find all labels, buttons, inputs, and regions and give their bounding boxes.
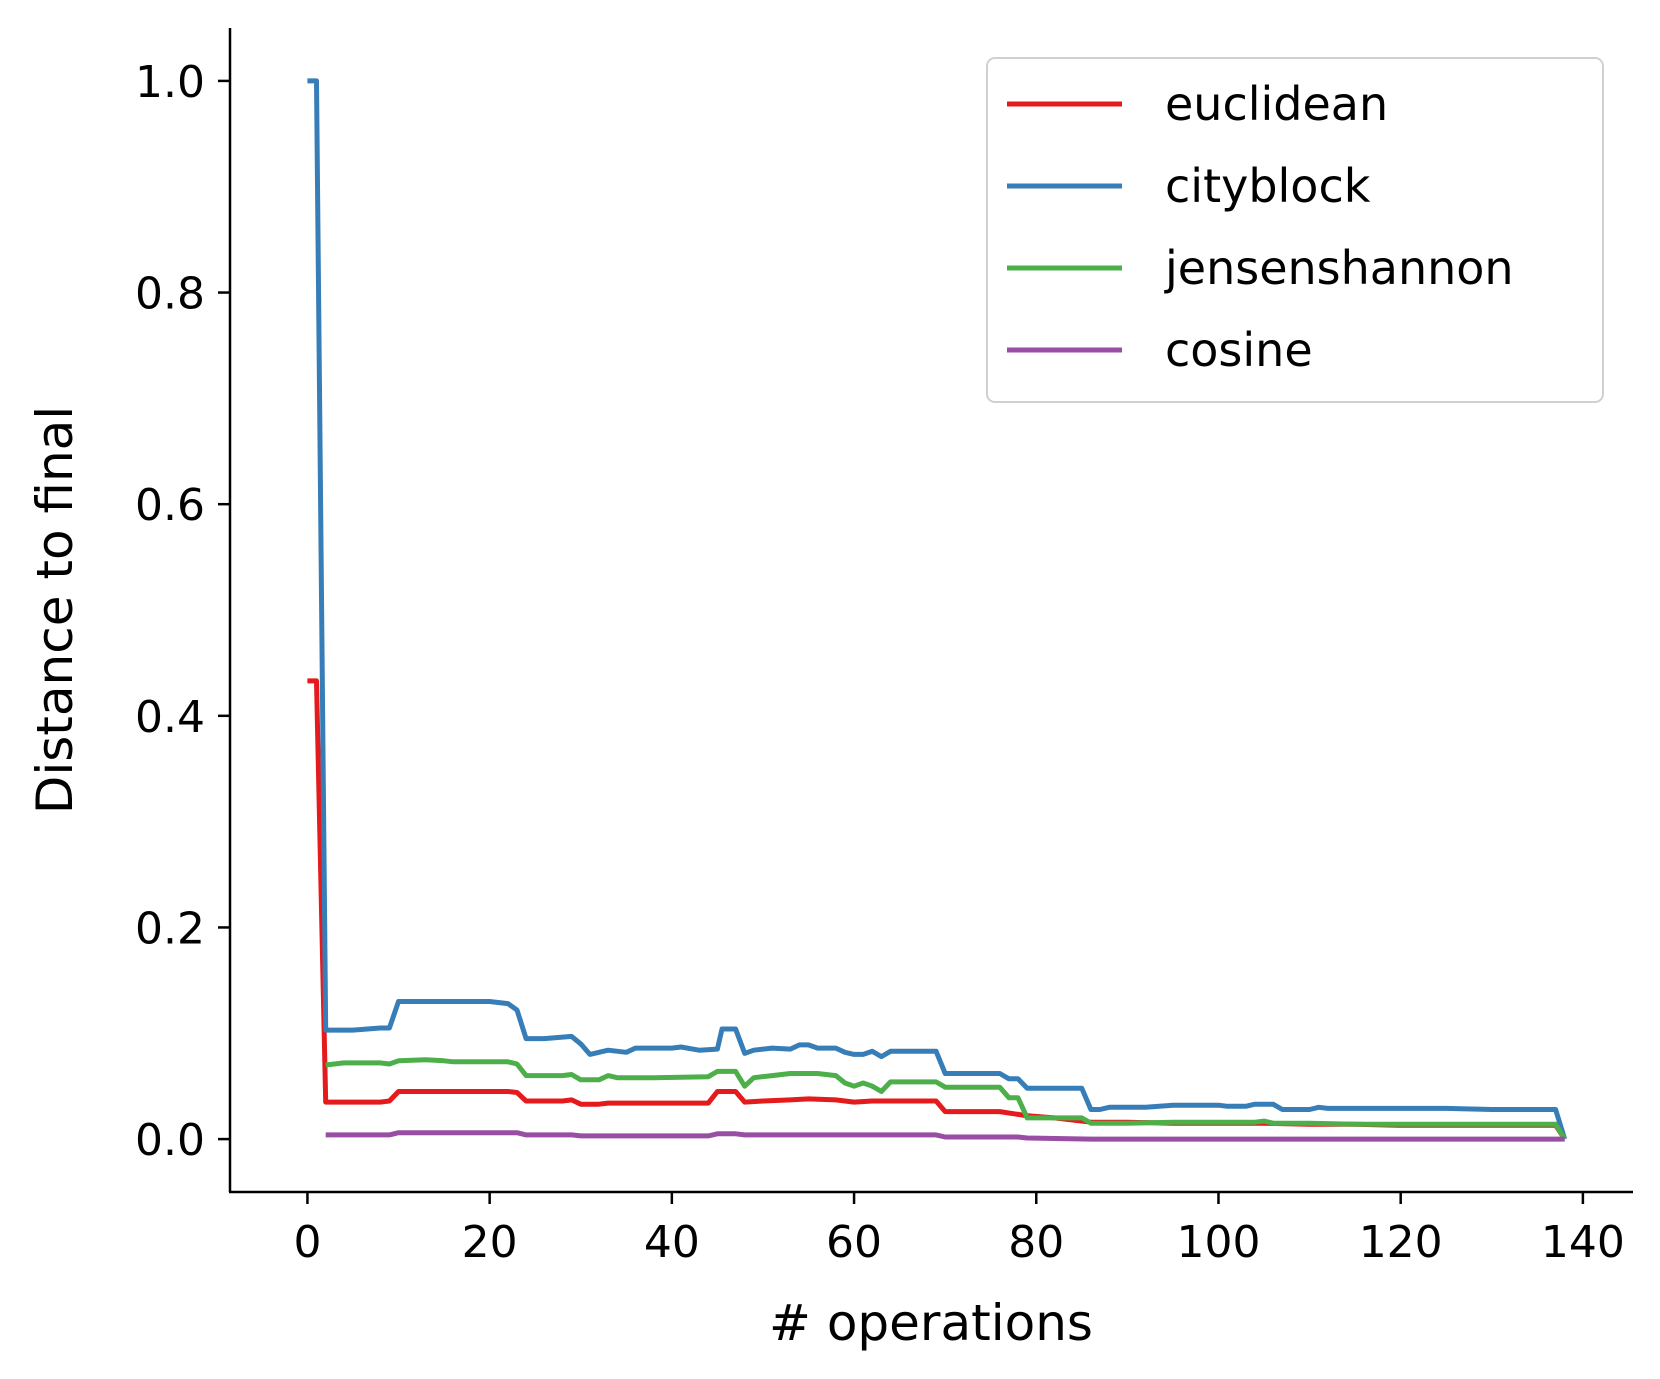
x-tick-label: 140 — [1541, 1217, 1625, 1268]
legend: euclidean cityblock jensenshannon cosine — [986, 57, 1604, 403]
y-ticks: 0.0 0.2 0.4 0.6 0.8 1.0 — [135, 57, 230, 1166]
x-axis-title: # operations — [769, 1294, 1093, 1352]
x-tick-label: 40 — [644, 1217, 700, 1268]
x-ticks: 0 20 40 60 80 100 120 140 — [293, 1192, 1625, 1268]
y-tick-label: 0.8 — [135, 269, 205, 320]
x-tick-label: 100 — [1176, 1217, 1260, 1268]
x-tick-label: 0 — [293, 1217, 321, 1268]
x-tick-label: 80 — [1008, 1217, 1064, 1268]
legend-label-cityblock: cityblock — [1165, 159, 1371, 213]
y-tick-label: 0.4 — [135, 692, 205, 743]
legend-box — [986, 57, 1604, 403]
y-tick-label: 0.0 — [135, 1115, 205, 1166]
y-axis-title: Distance to final — [26, 406, 84, 814]
series-line-cosine — [325, 1130, 1565, 1142]
x-tick-label: 60 — [826, 1217, 882, 1268]
series-layer — [307, 78, 1568, 1142]
series-line-cityblock — [307, 78, 1568, 1140]
y-tick-label: 0.6 — [135, 480, 205, 531]
legend-label-cosine: cosine — [1165, 323, 1313, 377]
series-line-jensenshannon — [325, 1057, 1567, 1141]
x-tick-label: 20 — [462, 1217, 518, 1268]
x-tick-label: 120 — [1359, 1217, 1443, 1268]
legend-label-euclidean: euclidean — [1165, 77, 1388, 131]
y-tick-label: 1.0 — [135, 57, 205, 108]
legend-label-jensenshannon: jensenshannon — [1164, 241, 1514, 295]
y-tick-label: 0.2 — [135, 903, 205, 954]
